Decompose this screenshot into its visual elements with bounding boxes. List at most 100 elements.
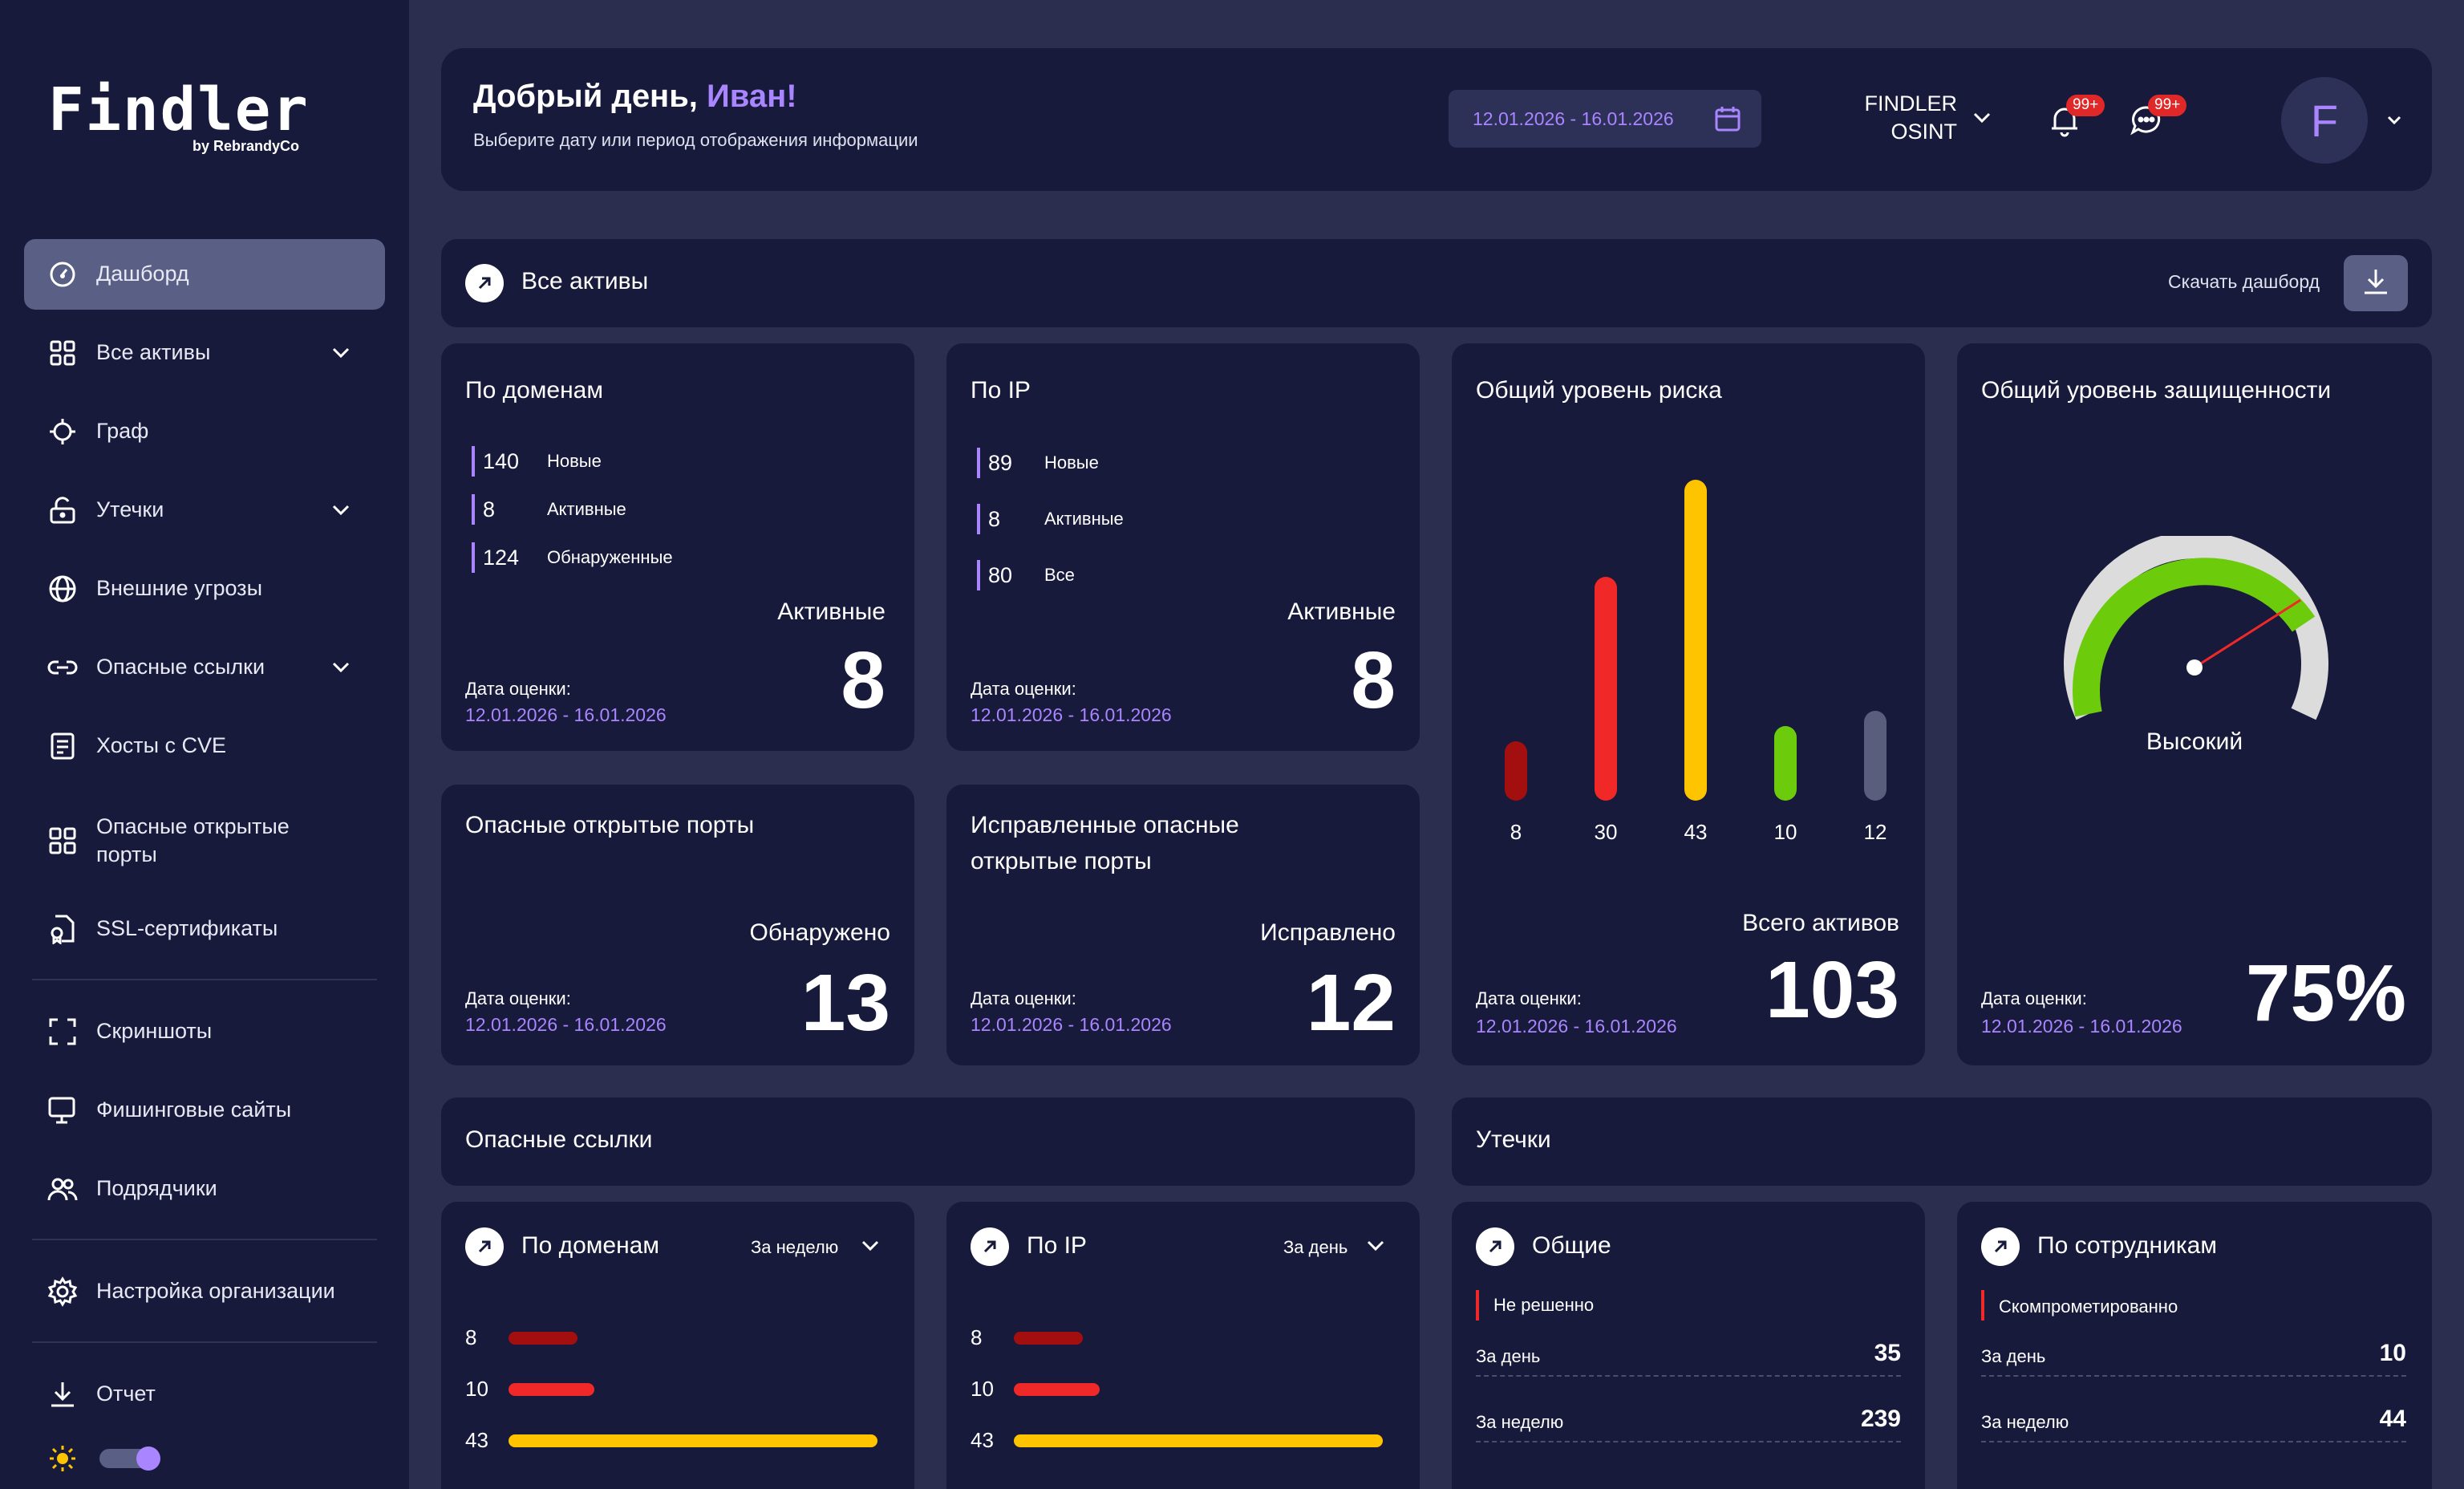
ports-icon	[47, 825, 79, 857]
sidebar-item-label: Опасные открытые порты	[96, 813, 290, 866]
risk-bar[interactable]	[1505, 740, 1527, 801]
stat-value: 140	[483, 448, 520, 473]
sidebar-divider	[32, 979, 377, 980]
card-domains: По доменам 140 Новые 8 Активные 124 Обнаруж…	[441, 343, 914, 751]
arrow-up-right-icon[interactable]	[1476, 1227, 1514, 1266]
hbar[interactable]	[509, 1332, 578, 1345]
stat-row: 8 Активные	[977, 504, 1124, 534]
date-label: Дата оценки:	[465, 679, 571, 699]
stat-row: 124 Обнаруженные	[472, 542, 673, 573]
leaks-section-header: Утечки	[1452, 1097, 2432, 1186]
stat-row: 80 Все	[977, 560, 1075, 590]
sidebar-item-cve-hosts[interactable]: Хосты с CVE	[24, 711, 385, 781]
links-ip-chart: 8 10 43	[946, 1202, 1420, 1489]
arrow-up-right-icon[interactable]	[465, 1227, 504, 1266]
chevron-down-icon[interactable]	[858, 1234, 882, 1262]
sun-icon	[48, 1444, 77, 1477]
hbar[interactable]	[509, 1383, 594, 1396]
hbar[interactable]	[1014, 1383, 1100, 1396]
big-label: Активные	[1287, 598, 1396, 625]
chevron-down-icon[interactable]	[329, 655, 353, 680]
arrow-up-right-icon[interactable]	[465, 264, 504, 302]
stat-value: 8	[988, 506, 1001, 531]
leak-label: За неделю	[1981, 1412, 2069, 1432]
date-range: 12.01.2026 - 16.01.2026	[465, 704, 667, 725]
leak-label: За день	[1476, 1346, 1541, 1366]
sidebar-item-label: Граф	[96, 419, 149, 444]
date-label: Дата оценки:	[465, 988, 571, 1008]
hbar-label: 10	[971, 1377, 994, 1401]
risk-bar[interactable]	[1595, 576, 1617, 801]
assets-section-header: Все активы Скачать дашборд	[441, 239, 2432, 327]
org-selector[interactable]: FINDLER OSINT	[1853, 90, 1957, 146]
sidebar-item-dangerous-ports[interactable]: Опасные открытые порты	[24, 801, 385, 881]
big-label: Активные	[777, 598, 886, 625]
theme-toggle[interactable]	[99, 1446, 160, 1471]
period-select[interactable]: За день	[1283, 1237, 1348, 1257]
card-links-domains: По доменам За неделю 8 10 43	[441, 1202, 914, 1489]
messages-button[interactable]: 99+	[2129, 95, 2187, 142]
date-range: 12.01.2026 - 16.01.2026	[1981, 1016, 2182, 1037]
leak-label: За неделю	[1476, 1412, 1564, 1432]
date-range: 12.01.2026 - 16.01.2026	[971, 1014, 1172, 1035]
big-value: 103	[1765, 945, 1899, 1035]
leak-row: За день 10	[1981, 1340, 2406, 1377]
avatar[interactable]: F	[2281, 77, 2368, 164]
sidebar-item-external-threats[interactable]: Внешние угрозы	[24, 554, 385, 624]
hbar[interactable]	[509, 1434, 877, 1447]
chevron-down-icon[interactable]	[1364, 1234, 1388, 1262]
sidebar-item-leaks[interactable]: Утечки	[24, 475, 385, 546]
risk-bar[interactable]	[1684, 480, 1707, 801]
screenshot-icon	[47, 1016, 79, 1048]
notification-badge: 99+	[2066, 95, 2105, 116]
logo[interactable]: Findler by RebrandyCo	[48, 80, 310, 154]
sidebar-item-phishing[interactable]: Фишинговые сайты	[24, 1075, 385, 1146]
sidebar-item-contractors[interactable]: Подрядчики	[24, 1154, 385, 1224]
chevron-down-icon[interactable]	[1970, 106, 1994, 134]
sidebar-item-ssl[interactable]: SSL-сертификаты	[24, 894, 385, 964]
sidebar-item-label: Фишинговые сайты	[96, 1097, 292, 1122]
arrow-up-right-icon[interactable]	[971, 1227, 1009, 1266]
risk-bar-label: 8	[1510, 820, 1522, 844]
big-label: Обнаружено	[749, 919, 890, 946]
big-value: 8	[841, 635, 886, 725]
dashboard-icon	[47, 258, 79, 290]
monitor-icon	[47, 1094, 79, 1126]
hbar[interactable]	[1014, 1332, 1083, 1345]
stat-label: Активные	[547, 499, 626, 519]
arrow-up-right-icon[interactable]	[1981, 1227, 2020, 1266]
calendar-icon	[1713, 104, 1742, 137]
chevron-down-icon[interactable]	[329, 498, 353, 522]
leak-label: За день	[1981, 1346, 2046, 1366]
card-security: Общий уровень защищенности Высокий 75% Д…	[1957, 343, 2432, 1065]
chevron-down-icon[interactable]	[2382, 108, 2406, 136]
sidebar-item-dashboard[interactable]: Дашборд	[24, 239, 385, 310]
chat-icon	[2129, 106, 2164, 141]
sidebar-item-all-assets[interactable]: Все активы	[24, 318, 385, 388]
download-dashboard-button[interactable]	[2344, 255, 2408, 311]
date-range-value: 12.01.2026 - 16.01.2026	[1473, 108, 1674, 129]
notification-button[interactable]: 99+	[2047, 95, 2105, 142]
risk-bar[interactable]	[1864, 711, 1886, 801]
hbar[interactable]	[1014, 1434, 1383, 1447]
sidebar-item-dangerous-links[interactable]: Опасные ссылки	[24, 632, 385, 703]
card-leaks-general: Общие Не решенно За день 35 За неделю 239	[1452, 1202, 1925, 1489]
date-label: Дата оценки:	[971, 679, 1076, 699]
sidebar-item-label: Все активы	[96, 340, 211, 365]
grid-icon	[47, 337, 79, 369]
sidebar-item-screenshots[interactable]: Скриншоты	[24, 996, 385, 1067]
period-select[interactable]: За неделю	[751, 1237, 839, 1257]
date-range-picker[interactable]: 12.01.2026 - 16.01.2026	[1449, 90, 1761, 148]
sidebar-item-report[interactable]: Отчет	[24, 1359, 385, 1430]
sidebar-item-graph[interactable]: Граф	[24, 396, 385, 467]
download-dashboard-label[interactable]: Скачать дашборд	[2168, 271, 2320, 292]
hbar-label: 10	[465, 1377, 488, 1401]
hbar-label: 8	[971, 1325, 983, 1349]
section-title: Утечки	[1476, 1126, 1551, 1153]
risk-bar[interactable]	[1774, 725, 1797, 801]
sidebar-item-org-settings[interactable]: Настройка организации	[24, 1256, 385, 1327]
leak-value: 239	[1860, 1406, 1901, 1432]
leak-value: 10	[2379, 1340, 2406, 1366]
date-range: 12.01.2026 - 16.01.2026	[971, 704, 1172, 725]
chevron-down-icon[interactable]	[329, 341, 353, 365]
